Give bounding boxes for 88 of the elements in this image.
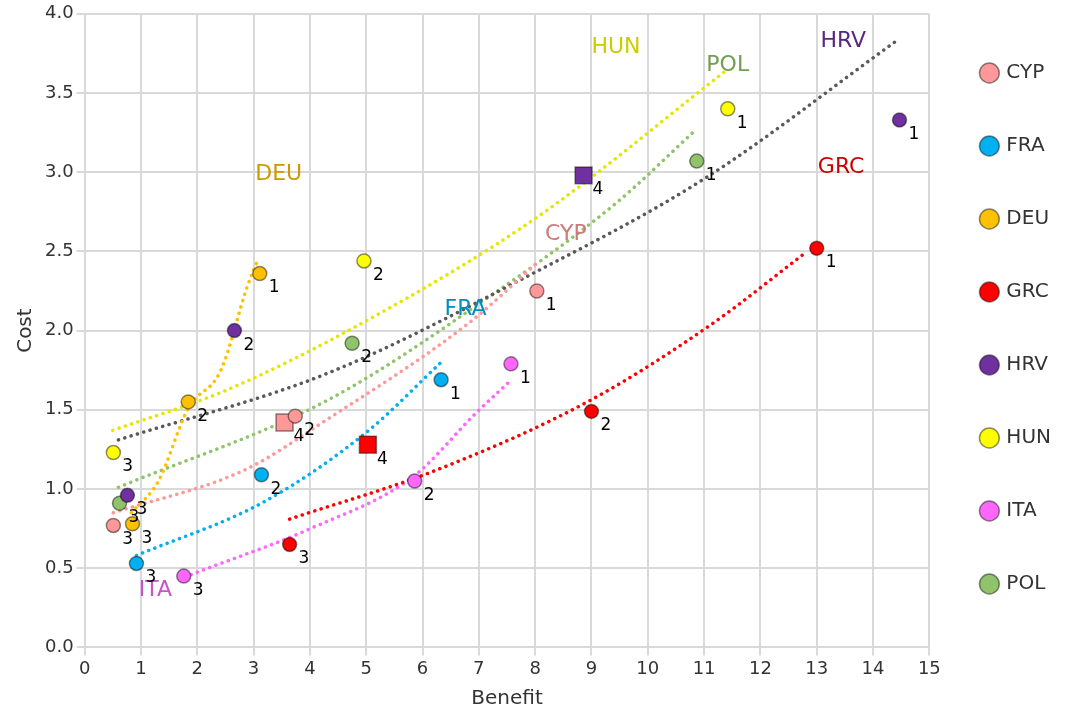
annotation: 2	[361, 346, 372, 367]
x-tick-label: 10	[636, 656, 660, 678]
annotation: 3	[122, 528, 134, 549]
point	[281, 536, 298, 553]
point	[356, 253, 372, 269]
annotation: 4	[376, 447, 388, 468]
point	[287, 408, 303, 424]
y-axis-title: Cost	[12, 308, 37, 353]
annotation: 2	[600, 414, 612, 435]
y-tick-label: 0.5	[44, 555, 74, 577]
x-axis-title: Benefit	[471, 685, 543, 710]
point	[105, 444, 122, 461]
annotation: 1	[705, 164, 717, 185]
y-tick-label: 3.5	[44, 80, 74, 102]
y-tick-label: 2.0	[44, 318, 74, 340]
annotation: 1	[450, 382, 461, 403]
point	[226, 322, 243, 339]
annotation: HRV	[820, 27, 867, 53]
annotation: 3	[141, 526, 153, 547]
legend-label: CYP	[1006, 59, 1045, 84]
point	[689, 153, 705, 169]
x-tick-label: 0	[78, 656, 91, 678]
x-tick-label: 11	[692, 656, 716, 678]
point	[720, 101, 736, 117]
point	[344, 335, 360, 352]
legend-label: HUN	[1006, 424, 1051, 449]
point	[503, 356, 519, 372]
point	[105, 517, 122, 534]
point	[253, 466, 270, 483]
x-tick-label: 12	[748, 656, 772, 678]
point	[358, 435, 378, 454]
x-tick-label: 7	[473, 656, 485, 678]
point	[175, 568, 192, 584]
annotation: 4	[592, 178, 604, 199]
point	[574, 166, 593, 185]
annotation: GRC	[817, 153, 865, 179]
annotation: 1	[908, 122, 920, 143]
annotation: 3	[298, 547, 310, 568]
annotation: 1	[736, 111, 748, 132]
x-tick-label: 1	[135, 656, 147, 678]
annotation: 3	[192, 579, 204, 600]
annotation: 3	[122, 455, 134, 476]
y-tick-label: 3.0	[44, 159, 74, 181]
annotation: 4	[293, 425, 305, 446]
annotation: 1	[519, 366, 531, 387]
point	[180, 394, 196, 410]
x-tick-label: 13	[805, 656, 829, 678]
point	[433, 371, 449, 388]
annotation: HUN	[591, 33, 641, 59]
point	[406, 473, 423, 489]
point	[529, 283, 545, 299]
legend-label: FRA	[1006, 132, 1045, 157]
x-tick-label: 5	[360, 656, 372, 678]
x-tick-label: 2	[191, 656, 203, 678]
y-tick-label: 1.0	[44, 476, 74, 498]
legend-label: DEU	[1006, 205, 1050, 230]
point	[252, 265, 268, 282]
annotation: POL	[706, 51, 750, 77]
y-tick-label: 4.0	[44, 1, 74, 23]
point	[583, 403, 600, 420]
legend-label: ITA	[1006, 497, 1037, 522]
y-tick-label: 0.0	[44, 635, 74, 657]
annotation: 2	[270, 477, 282, 498]
annotation: 1	[545, 293, 557, 314]
point	[128, 555, 145, 572]
legend-label: GRC	[1006, 278, 1049, 303]
x-tick-label: 3	[247, 656, 260, 678]
x-tick-label: 15	[917, 656, 941, 678]
annotation: 2	[423, 484, 435, 504]
legend-label: HRV	[1006, 351, 1049, 376]
x-tick-label: 14	[861, 656, 885, 678]
x-tick-label: 8	[529, 656, 541, 678]
x-tick-label: 9	[585, 656, 598, 678]
point	[119, 487, 136, 504]
annotation: DEU	[255, 159, 303, 185]
annotation: 2	[304, 419, 316, 440]
y-tick-label: 1.5	[44, 397, 74, 419]
annotation: 1	[268, 276, 280, 297]
legend-label: POL	[1006, 570, 1047, 595]
y-tick-label: 2.5	[44, 239, 74, 261]
annotation: 2	[243, 333, 255, 354]
point	[891, 112, 908, 128]
x-tick-label: 6	[416, 656, 429, 678]
point	[808, 240, 825, 256]
annotation: 2	[372, 263, 384, 284]
annotation: 1	[825, 251, 837, 272]
x-tick-label: 4	[304, 656, 316, 678]
annotation: 2	[197, 404, 209, 425]
